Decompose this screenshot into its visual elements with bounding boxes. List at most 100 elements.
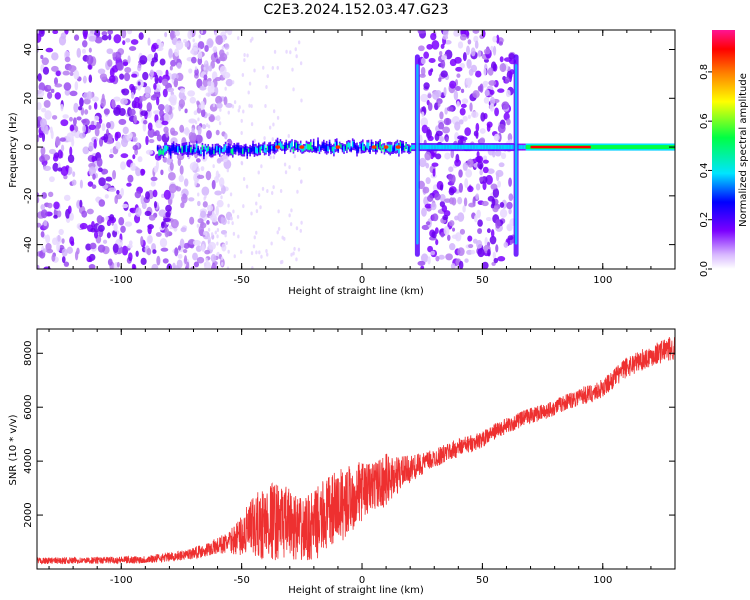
noise-blob <box>88 64 92 70</box>
noise-blob <box>184 108 188 114</box>
noise-blob <box>40 204 46 211</box>
noise-blob <box>441 55 448 61</box>
noise-blob <box>163 189 171 200</box>
noise-blob <box>458 119 464 125</box>
snr-x-tick-label: 50 <box>476 575 489 586</box>
noise-blob <box>146 248 152 256</box>
noise-blob <box>487 249 491 257</box>
noise-blob <box>444 152 451 160</box>
noise-blob <box>121 203 129 209</box>
noise-blob <box>440 231 445 238</box>
noise-blob <box>464 258 469 263</box>
noise-blob <box>246 53 249 58</box>
noise-blob <box>48 176 55 183</box>
snr-y-tick-label: 2000 <box>23 502 34 527</box>
noise-blob <box>287 133 290 138</box>
noise-blob <box>418 157 427 168</box>
signal-cell <box>272 145 275 152</box>
noise-blob <box>68 65 77 73</box>
spectrogram-y-tick-label: -40 <box>23 236 34 252</box>
signal-cell <box>448 144 451 150</box>
signal-cell <box>487 144 490 150</box>
noise-blob <box>205 170 212 181</box>
signal-cell <box>213 150 215 155</box>
noise-blob <box>112 52 117 58</box>
noise-blob <box>232 209 235 214</box>
noise-blob <box>423 82 430 90</box>
spectrogram-x-tick-label: -100 <box>110 275 133 286</box>
signal-cell <box>412 144 415 150</box>
noise-blob <box>206 130 212 140</box>
signal-cell <box>520 145 523 149</box>
noise-blob <box>445 136 449 143</box>
noise-blob <box>272 109 276 114</box>
noise-blob <box>156 96 160 106</box>
noise-blob <box>160 221 165 229</box>
noise-blob <box>147 37 151 46</box>
noise-blob <box>460 103 467 109</box>
noise-blob <box>61 248 68 257</box>
noise-blob <box>160 169 164 176</box>
noise-blob <box>430 202 437 211</box>
noise-blob <box>499 56 504 63</box>
noise-blob <box>448 187 455 196</box>
noise-blob <box>51 115 58 120</box>
noise-blob <box>187 90 196 97</box>
noise-blob <box>272 122 275 127</box>
noise-blob <box>497 180 501 188</box>
noise-blob <box>52 162 59 172</box>
noise-blob <box>263 136 266 141</box>
noise-blob <box>204 249 211 255</box>
noise-blob <box>253 68 256 73</box>
noise-blob <box>40 209 48 219</box>
noise-blob <box>98 199 106 207</box>
noise-blob <box>237 108 240 113</box>
noise-blob <box>82 40 88 48</box>
noise-blob <box>220 256 224 261</box>
noise-blob <box>290 252 293 257</box>
signal-cell <box>434 144 436 150</box>
noise-blob <box>467 158 474 168</box>
noise-blob <box>435 130 443 137</box>
noise-blob <box>38 82 46 92</box>
signal-cell <box>463 144 465 150</box>
noise-blob <box>277 226 281 231</box>
spectrogram-x-axis: -100 -50 0 50 100 <box>48 30 676 286</box>
noise-blob <box>52 154 59 162</box>
signal-cell <box>268 145 270 153</box>
signal-cell <box>285 142 288 149</box>
signal-cell <box>338 143 341 148</box>
noise-blob <box>112 243 119 254</box>
noise-blob <box>196 78 203 89</box>
signal-core-mid <box>525 145 675 150</box>
noise-blob <box>126 182 132 187</box>
signal-cell <box>178 145 181 151</box>
noise-blob <box>151 57 158 63</box>
noise-blob <box>283 162 287 167</box>
noise-blob <box>475 70 482 78</box>
noise-blob <box>135 207 142 217</box>
noise-blob <box>45 234 51 244</box>
noise-blob <box>119 73 125 80</box>
snr-y-axis-label: SNR (10 * v/v) <box>8 414 19 485</box>
signal-cell <box>389 144 392 153</box>
noise-blob <box>242 177 246 182</box>
signal-cell <box>366 142 368 148</box>
signal-cell <box>385 147 387 151</box>
noise-blob <box>147 225 152 235</box>
noise-blob <box>444 39 452 45</box>
snr-x-axis: -100 -50 0 50 100 <box>48 329 676 586</box>
noise-blob <box>88 74 93 83</box>
noise-blob <box>219 107 222 112</box>
signal-cell <box>312 141 315 150</box>
signal-cell <box>337 147 340 152</box>
noise-blob <box>506 118 511 126</box>
noise-blob <box>48 148 57 155</box>
noise-blob <box>196 174 205 179</box>
noise-blob <box>159 42 164 48</box>
signal-cell <box>340 144 342 148</box>
noise-blob <box>208 241 216 250</box>
signal-cell <box>377 142 380 148</box>
noise-blob <box>142 119 148 125</box>
noise-blob <box>467 185 474 193</box>
